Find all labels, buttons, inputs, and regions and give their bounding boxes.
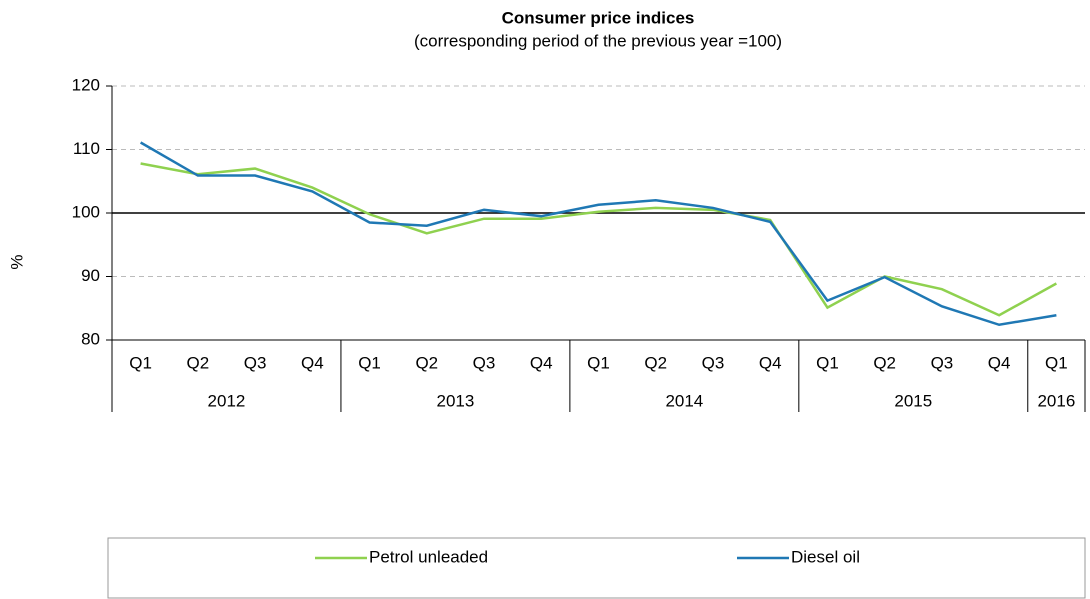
year-label: 2013 xyxy=(436,391,474,410)
x-tick-label: Q2 xyxy=(187,353,210,372)
y-tick-label: 110 xyxy=(73,139,100,158)
x-tick-label: Q4 xyxy=(530,353,553,372)
x-tick-label: Q3 xyxy=(702,353,725,372)
year-label: 2016 xyxy=(1037,391,1075,410)
y-tick-label: 80 xyxy=(81,329,100,348)
chart-title: Consumer price indices xyxy=(502,8,695,27)
year-label: 2014 xyxy=(665,391,703,410)
y-axis-label: % xyxy=(7,254,26,269)
year-label: 2012 xyxy=(208,391,246,410)
x-tick-label: Q1 xyxy=(816,353,839,372)
legend-label: Diesel oil xyxy=(791,547,860,566)
x-tick-label: Q4 xyxy=(759,353,782,372)
x-tick-label: Q2 xyxy=(873,353,896,372)
x-tick-label: Q1 xyxy=(587,353,610,372)
legend-box xyxy=(107,537,1086,599)
y-tick-label: 100 xyxy=(72,202,100,221)
x-tick-label: Q3 xyxy=(244,353,267,372)
data-line xyxy=(139,141,1057,327)
x-tick-label: Q4 xyxy=(988,353,1011,372)
legend-label: Petrol unleaded xyxy=(369,547,488,566)
x-tick-label: Q2 xyxy=(644,353,667,372)
y-tick-label: 120 xyxy=(72,75,100,94)
x-tick-label: Q3 xyxy=(931,353,954,372)
x-tick-label: Q1 xyxy=(1045,353,1068,372)
year-label: 2015 xyxy=(894,391,932,410)
x-tick-label: Q4 xyxy=(301,353,324,372)
x-tick-label: Q3 xyxy=(473,353,496,372)
y-tick-label: 90 xyxy=(81,266,100,285)
x-tick-label: Q1 xyxy=(358,353,381,372)
x-tick-label: Q2 xyxy=(415,353,438,372)
data-line xyxy=(140,162,1057,317)
x-tick-label: Q1 xyxy=(129,353,152,372)
chart-subtitle: (corresponding period of the previous ye… xyxy=(414,31,782,50)
